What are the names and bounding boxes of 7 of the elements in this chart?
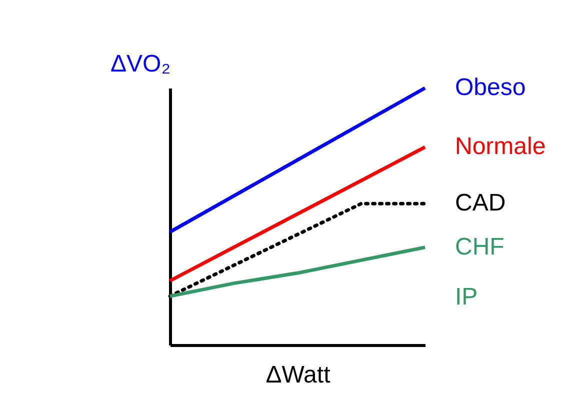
y-axis-title: ΔVO₂: [110, 50, 171, 78]
series-label: CAD: [455, 190, 506, 217]
series-label: CHF: [455, 233, 504, 260]
series-label: Obeso: [455, 74, 526, 101]
x-axis-title: ΔWatt: [266, 362, 331, 388]
text: IP: [455, 283, 478, 310]
series-label: Normale: [455, 133, 546, 160]
